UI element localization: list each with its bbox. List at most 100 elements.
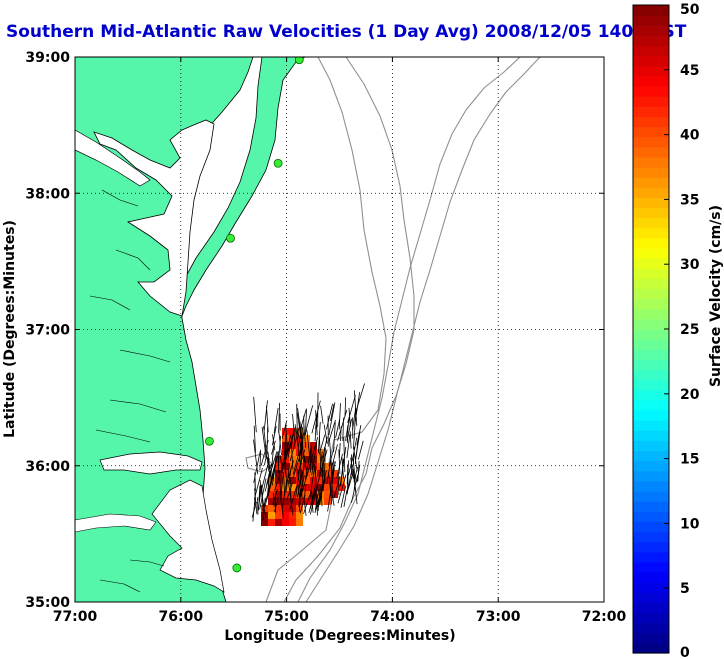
velocity-vector xyxy=(343,489,348,507)
colorbar-segment xyxy=(633,541,669,553)
velocity-vector xyxy=(309,478,320,509)
y-tick-label: 38:00 xyxy=(25,186,70,202)
velocity-vector xyxy=(304,405,314,436)
velocity-vector xyxy=(303,496,307,516)
velocity-cell xyxy=(324,484,331,491)
x-axis-label: Longitude (Degrees:Minutes) xyxy=(224,628,455,644)
velocity-cell xyxy=(331,477,338,484)
velocity-vector xyxy=(296,412,303,444)
velocity-cell xyxy=(282,498,289,505)
velocity-cell xyxy=(296,491,303,498)
velocity-cell xyxy=(303,484,310,491)
colorbar-tick-label: 45 xyxy=(680,63,699,79)
velocity-vector xyxy=(285,445,288,460)
colorbar-segment xyxy=(633,511,669,522)
colorbar-segment xyxy=(633,227,669,239)
velocity-vector xyxy=(328,402,336,435)
velocity-vector xyxy=(321,455,324,485)
velocity-vector xyxy=(289,486,297,510)
velocity-vector xyxy=(346,464,354,495)
velocity-cell xyxy=(268,491,275,498)
x-tick-label: 72:00 xyxy=(582,609,627,625)
y-axis-label: Latitude (Degrees:Minutes) xyxy=(2,220,18,438)
delmarva-land xyxy=(177,57,306,318)
velocity-vector xyxy=(266,470,271,498)
velocity-cell xyxy=(296,449,303,456)
velocity-cell xyxy=(310,484,317,491)
velocity-cell xyxy=(303,435,310,442)
velocity-vector xyxy=(346,434,351,458)
velocity-vector xyxy=(285,462,291,493)
potomac-river xyxy=(75,129,151,187)
velocity-vector xyxy=(314,489,320,511)
velocity-vector xyxy=(330,404,335,421)
velocity-vector xyxy=(270,445,275,476)
velocity-vector xyxy=(274,497,279,512)
y-tick-label: 36:00 xyxy=(25,459,70,475)
velocity-vector xyxy=(314,488,323,513)
velocity-vector xyxy=(318,449,328,481)
velocity-vector xyxy=(253,425,256,453)
colorbar-tick-label: 10 xyxy=(680,516,700,532)
velocity-vector xyxy=(266,463,272,486)
velocity-vector xyxy=(278,470,282,499)
velocity-vector xyxy=(287,479,294,516)
velocity-vector xyxy=(338,403,341,430)
velocity-cell xyxy=(275,484,282,491)
colorbar-segment xyxy=(633,430,669,441)
velocity-vector xyxy=(300,437,304,465)
velocity-cell xyxy=(317,484,324,491)
colorbar-segment xyxy=(633,156,669,168)
y-tick-label: 37:00 xyxy=(25,323,70,339)
velocity-vector xyxy=(284,434,287,469)
colorbar-segment xyxy=(633,389,669,401)
velocity-vector xyxy=(266,426,269,452)
x-tick-label: 73:00 xyxy=(476,609,521,625)
velocity-cell xyxy=(289,505,296,512)
velocity-vector xyxy=(329,438,333,470)
y-tick-label: 39:00 xyxy=(25,50,70,66)
velocity-vector xyxy=(264,473,275,508)
velocity-vector xyxy=(292,450,300,475)
colorbar-segment xyxy=(633,531,669,543)
colorbar-tick-label: 50 xyxy=(680,2,700,18)
velocity-vector xyxy=(328,447,335,466)
velocity-cell xyxy=(282,428,289,435)
velocity-vector xyxy=(259,478,267,510)
velocity-vector xyxy=(322,436,328,458)
velocity-vector xyxy=(311,442,318,476)
velocity-vector xyxy=(294,424,300,447)
velocity-vector xyxy=(281,480,288,510)
colorbar-segment xyxy=(633,582,669,593)
velocity-cell xyxy=(282,512,289,519)
velocity-vector xyxy=(267,452,272,478)
velocity-vector xyxy=(299,409,307,432)
colorbar-segment xyxy=(633,551,669,563)
velocity-vector xyxy=(280,434,292,469)
velocity-vector xyxy=(290,427,295,448)
velocity-vector xyxy=(308,437,319,469)
velocity-cell xyxy=(261,519,268,526)
velocity-vector xyxy=(304,444,312,481)
velocity-cell xyxy=(289,477,296,484)
velocity-cell xyxy=(275,505,282,512)
velocity-cell xyxy=(289,491,296,498)
colorbar-segment xyxy=(633,298,669,310)
velocity-cell xyxy=(310,463,317,470)
colorbar-segment xyxy=(633,248,669,259)
velocity-vector xyxy=(352,426,356,450)
velocity-vector xyxy=(357,440,364,460)
velocity-vector xyxy=(274,476,280,491)
colorbar-segment xyxy=(633,521,669,533)
x-axis-ticks: 77:00 76:00 75:00 74:00 73:00 72:00 xyxy=(53,57,627,625)
velocity-vectors xyxy=(251,383,365,522)
grid xyxy=(75,57,604,602)
colorbar-segment xyxy=(633,126,669,138)
map-title: Southern Mid-Atlantic Raw Velocities (1 … xyxy=(6,22,687,42)
colorbar-segment xyxy=(633,612,669,624)
radar-station-marker xyxy=(226,233,235,243)
x-tick-label: 74:00 xyxy=(370,609,415,625)
map-area xyxy=(75,57,604,602)
velocity-cell xyxy=(303,477,310,484)
velocity-vector xyxy=(272,488,278,505)
